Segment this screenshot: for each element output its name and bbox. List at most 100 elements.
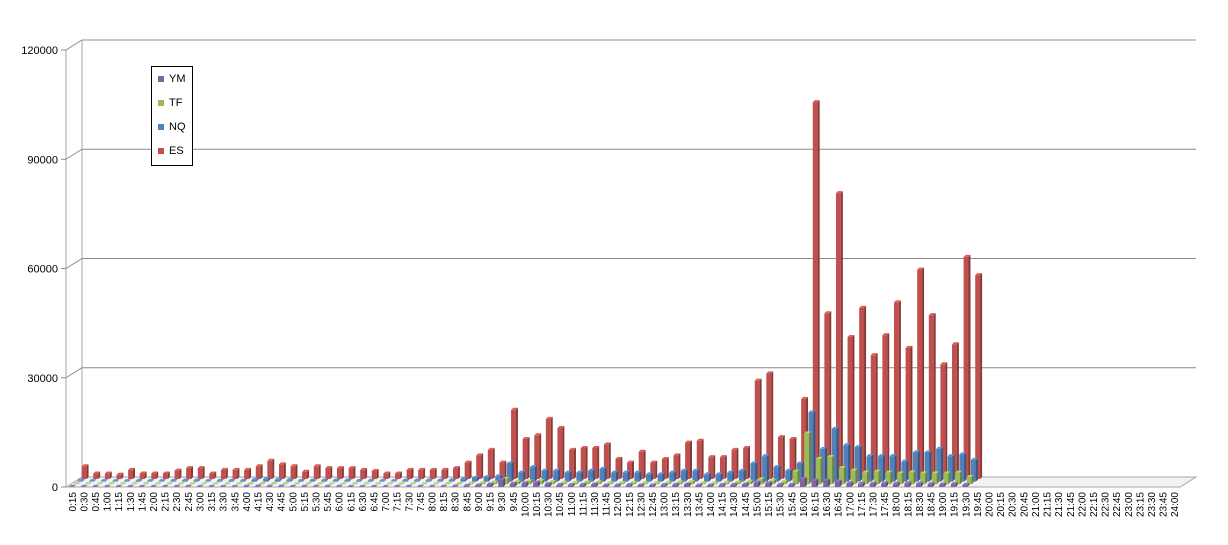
bar-es-15:15	[777, 435, 785, 479]
x-tick-label: 21:15	[1043, 492, 1054, 517]
x-tick-label: 9:00	[474, 492, 485, 512]
bar-tf-17:45	[885, 470, 893, 485]
bar-nq-17:00	[854, 445, 862, 482]
bar-ym-3:00	[196, 484, 204, 487]
bar-nq-8:00	[437, 478, 445, 482]
x-tick-label: 16:15	[810, 492, 821, 517]
legend-label: NQ	[169, 121, 186, 133]
x-tick-label: 19:15	[950, 492, 961, 517]
x-tick-label: 10:45	[555, 492, 566, 517]
x-tick-label: 7:45	[416, 492, 427, 512]
bar-nq-15:30	[785, 468, 793, 482]
bar-tf-3:30	[224, 482, 231, 485]
x-tick-label: 4:15	[253, 492, 264, 512]
bar-ym-0:30	[80, 484, 88, 487]
bar-ym-18:15	[904, 481, 912, 487]
bar-ym-8:00	[428, 484, 436, 487]
x-tick-label: 6:45	[370, 492, 381, 512]
bar-tf-4:00	[247, 482, 255, 485]
x-tick-label: 18:30	[915, 492, 926, 517]
bar-nq-10:45	[564, 470, 572, 482]
bar-tf-16:45	[839, 465, 846, 485]
bar-es-5:45	[336, 466, 344, 479]
x-tick-label: 8:30	[451, 492, 462, 512]
bar-tf-4:15	[258, 481, 266, 485]
x-tick-label: 8:45	[462, 492, 473, 512]
bar-nq-7:15	[402, 478, 410, 482]
gridline	[65, 258, 1196, 269]
bar-nq-7:30	[413, 478, 421, 482]
x-tick-label: 7:00	[381, 492, 392, 512]
bar-ym-9:30	[498, 477, 506, 487]
x-tick-label: 13:00	[660, 492, 671, 517]
bar-ym-14:45	[741, 482, 749, 487]
bar-tf-5:15	[305, 482, 313, 485]
x-tick-label: 17:00	[845, 492, 856, 517]
bar-tf-18:00	[897, 471, 904, 485]
bar-tf-1:00	[107, 482, 115, 485]
bar-es-13:45	[708, 455, 716, 479]
bar-ym-15:30	[776, 482, 784, 487]
bar-nq-7:45	[425, 478, 433, 482]
bar-es-9:00	[487, 447, 495, 479]
bar-nq-6:15	[355, 478, 363, 482]
bar-ym-4:00	[242, 484, 250, 487]
x-tick-label: 19:00	[938, 492, 949, 517]
x-tick-label: 11:00	[567, 492, 578, 517]
bar-tf-4:30	[270, 482, 278, 485]
bar-tf-8:00	[432, 482, 440, 485]
bar-es-18:00	[905, 345, 913, 479]
bar-nq-4:45	[286, 478, 294, 482]
bar-ym-13:00	[660, 483, 668, 487]
bar-ym-17:30	[869, 481, 877, 487]
bar-nq-6:45	[379, 479, 387, 482]
x-tick-label: 0:15	[68, 492, 79, 512]
gridline	[65, 367, 1196, 379]
bar-es-17:15	[870, 353, 878, 479]
x-tick-label: 10:00	[520, 492, 531, 517]
bar-ym-10:00	[521, 481, 529, 487]
x-tick-label: 22:30	[1101, 492, 1112, 517]
bar-nq-0:15	[77, 478, 85, 482]
bar-nq-1:00	[112, 479, 120, 482]
bar-tf-0:30	[84, 482, 92, 485]
bar-ym-4:15	[254, 484, 262, 487]
x-tick-label: 17:15	[857, 492, 868, 517]
bar-es-2:30	[186, 466, 194, 479]
x-tick-label: 21:45	[1066, 492, 1077, 517]
bar-tf-17:30	[873, 469, 881, 485]
x-tick-label: 12:15	[625, 492, 636, 517]
x-tick-label: 16:00	[799, 492, 810, 517]
bar-tf-18:30	[920, 471, 928, 485]
bar-nq-12:45	[657, 472, 665, 482]
bar-ym-7:00	[382, 484, 390, 487]
bar-tf-16:00	[804, 431, 812, 485]
legend-label: YM	[169, 73, 186, 85]
bar-tf-18:45	[931, 471, 939, 485]
bar-nq-11:30	[599, 466, 607, 482]
bar-nq-8:15	[448, 478, 456, 482]
x-tick-label: 8:15	[439, 492, 450, 512]
x-tick-label: 14:45	[741, 492, 752, 517]
bar-nq-4:00	[251, 477, 259, 482]
bar-nq-9:00	[483, 475, 491, 482]
bar-es-6:00	[348, 466, 356, 479]
x-tick-label: 1:30	[126, 492, 137, 512]
bar-es-18:45	[940, 362, 948, 479]
bar-ym-19:15	[950, 482, 958, 487]
bar-tf-5:45	[328, 482, 336, 485]
bar-ym-7:30	[405, 484, 413, 487]
bar-es-2:00	[162, 471, 170, 479]
bar-ym-5:00	[289, 484, 297, 487]
x-tick-label: 15:45	[787, 492, 798, 517]
x-tick-label: 15:00	[752, 492, 763, 517]
x-tick-label: 21:30	[1054, 492, 1065, 517]
bar-ym-12:15	[625, 483, 633, 487]
bar-es-1:00	[116, 472, 124, 479]
x-tick-label: 5:00	[288, 492, 299, 512]
bar-es-5:00	[302, 469, 310, 479]
x-tick-label: 3:15	[207, 492, 218, 512]
bar-tf-2:45	[189, 482, 197, 485]
bar-nq-13:15	[680, 468, 688, 482]
bar-ym-11:00	[567, 483, 575, 487]
